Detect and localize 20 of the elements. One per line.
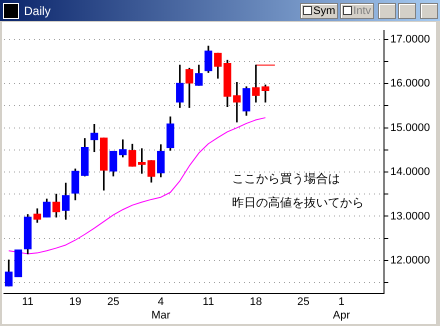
text: Sym [300,2,338,18]
x-tick-label: 1 Apr [332,296,350,322]
x-tick-label: 25 [297,296,310,308]
x-tick-label: 4 Mar [151,296,171,322]
y-tick-label: 15.0000 [390,122,430,134]
x-tick-label: 11 [22,296,34,308]
y-tick-label: 17.0000 [390,33,430,46]
annotation: ここから買う場合は [232,172,340,186]
y-tick-label: 13.0000 [390,210,430,222]
text: Intv [340,2,374,18]
candlestick [14,250,22,278]
annotation: 昨日の高値を抜いてから [232,196,364,210]
x-tick-label: 11 [202,296,214,308]
y-tick-label: 12.0000 [390,254,430,266]
y-tick-label: 16.0000 [390,78,430,90]
chart-title: Daily [24,4,52,18]
x-tick-label: 25 [107,296,120,308]
y-tick-label: 14.0000 [390,166,430,178]
x-tick-label: 18 [250,296,262,308]
x-tick-label: 19 [69,296,82,308]
